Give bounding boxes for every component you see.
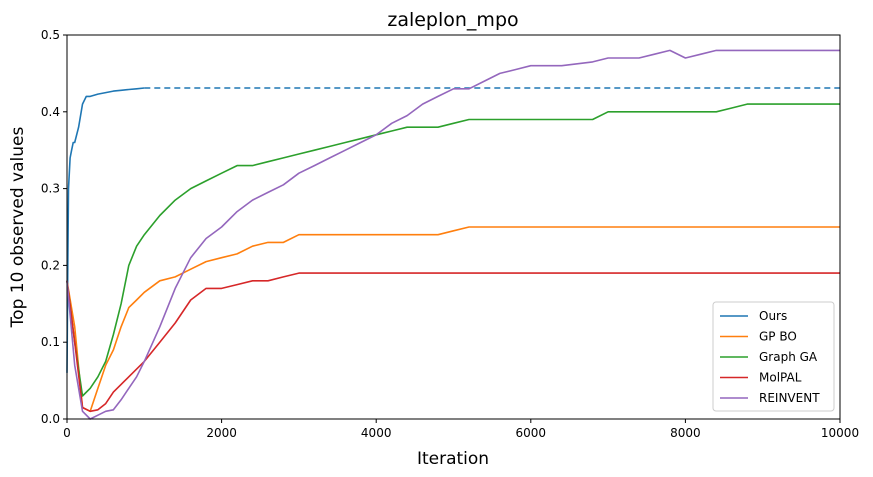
series-line-molpal — [66, 272, 840, 413]
y-tick-label: 0.3 — [41, 182, 60, 196]
x-tick-label: 0 — [63, 426, 71, 440]
plot-lines — [66, 49, 840, 420]
x-axis-label: Iteration — [417, 449, 489, 469]
series-line-gp-bo — [66, 226, 840, 413]
plot-frame — [66, 34, 841, 420]
y-tick-label: 0.1 — [41, 335, 60, 349]
series-line-graph-ga — [66, 103, 840, 397]
x-tick-label: 10000 — [821, 426, 859, 440]
legend-label-reinvent: REINVENT — [759, 391, 820, 405]
x-tick-label: 4000 — [361, 426, 392, 440]
y-axis-ticks: 0.0 0.1 0.2 0.3 0.4 0.5 — [41, 28, 67, 426]
y-tick-label: 0.4 — [41, 105, 60, 119]
legend-box — [712, 301, 835, 412]
legend-label-molpal: MolPAL — [759, 371, 802, 385]
legend-label-graph-ga: Graph GA — [759, 350, 818, 364]
x-tick-label: 2000 — [206, 426, 237, 440]
series-line-ours — [66, 87, 145, 373]
legend-label-ours: Ours — [759, 309, 787, 323]
x-axis-ticks: 0 2000 4000 6000 8000 10000 — [63, 419, 859, 440]
series-line-reinvent — [66, 49, 840, 420]
x-tick-label: 6000 — [516, 426, 547, 440]
x-tick-label: 8000 — [670, 426, 701, 440]
legend-label-gp-bo: GP BO — [759, 330, 797, 344]
y-tick-label: 0.2 — [41, 258, 60, 272]
y-tick-label: 0.0 — [41, 412, 60, 426]
legend: Ours GP BO Graph GA MolPAL REINVENT — [712, 301, 835, 412]
y-axis-label: Top 10 observed values — [8, 127, 28, 329]
chart-title: zaleplon_mpo — [387, 9, 518, 31]
y-tick-label: 0.5 — [41, 28, 60, 42]
